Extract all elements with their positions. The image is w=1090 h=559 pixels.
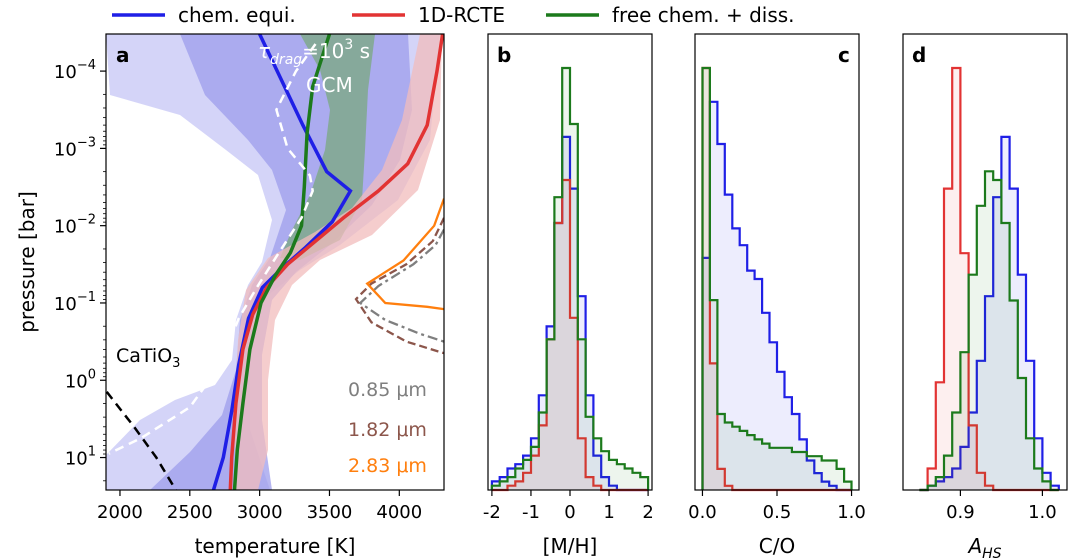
panel-d: d 0.9 1.0 AHS [902, 33, 1068, 559]
gcm-annotation: GCM [306, 73, 353, 97]
panel-d-histograms [919, 66, 1060, 492]
y-tick-label: 10−1 [54, 290, 96, 315]
panel-a-xlabel: temperature [K] [195, 534, 356, 558]
green-envelope [280, 34, 375, 260]
contribution-283 [365, 198, 444, 311]
panel-b-label: b [497, 43, 511, 67]
y-tick-label: 101 [65, 445, 96, 470]
x-tick-label: 0 [564, 502, 575, 523]
x-tick-label: 2000 [97, 502, 143, 523]
x-tick-label: 1 [603, 502, 614, 523]
x-tick-label: 4000 [376, 502, 422, 523]
red-envelope [234, 34, 442, 490]
chem-equi-histogram [701, 100, 852, 492]
legend-label-chem-equi: chem. equi. [178, 3, 296, 27]
gcm-profile-line [108, 43, 317, 455]
catio3-condensation-line [106, 391, 177, 490]
panel-a-label: a [116, 43, 130, 67]
panel-c-histograms [701, 66, 853, 492]
panel-a-lines [106, 34, 444, 490]
contribution-085 [358, 228, 444, 343]
y-tick-label: 100 [65, 367, 96, 392]
x-tick-label: 2500 [167, 502, 213, 523]
x-tick-label: -2 [483, 502, 501, 523]
panel-c: c 0.0 0.5 1.0 C/O [688, 33, 866, 558]
rcte-histogram-fill [919, 68, 1059, 490]
legend-label-1d-rcte: 1D-RCTE [418, 3, 505, 27]
x-tick-label: 1.0 [1028, 502, 1057, 523]
panel-a-x-ticks: 2000 2500 3000 3500 4000 [97, 490, 422, 523]
panel-c-x-ticks: 0.0 0.5 1.0 [688, 490, 866, 523]
free-chem-line [232, 34, 332, 490]
panel-b-x-ticks: -2 -1 0 1 2 [483, 490, 654, 523]
panel-a: a τdrag=103 s GCM CaTiO3 0.85 μm 1.82 μm… [15, 33, 445, 558]
x-tick-label: 2 [642, 502, 653, 523]
panel-c-label: c [838, 43, 850, 67]
x-tick-label: -1 [522, 502, 540, 523]
chem-equi-histogram [919, 135, 1060, 492]
panel-d-label: d [912, 43, 926, 67]
panel-a-y-ticks: 10−4 10−3 10−2 10−1 100 101 [54, 58, 106, 482]
rcte-line [228, 34, 444, 490]
free-chem-histogram [490, 66, 650, 490]
free-chem-histogram-fill [919, 171, 1059, 491]
chem-equi-histogram-fill [919, 136, 1059, 490]
y-tick-label: 10−3 [54, 135, 96, 160]
x-tick-label: 0.9 [946, 502, 975, 523]
free-chem-histogram [701, 66, 853, 490]
panel-a-ylabel: pressure [bar] [15, 191, 39, 333]
panel-b-histograms [490, 66, 650, 492]
free-chem-histogram-fill [702, 68, 852, 490]
panel-a-frame [105, 33, 445, 491]
x-tick-label: 1.0 [837, 502, 866, 523]
rcte-histogram-fill [491, 180, 649, 490]
wavelength-label-283: 2.83 μm [348, 455, 427, 477]
panel-b-xlabel: [M/H] [543, 534, 598, 558]
free-chem-histogram-fill [491, 68, 649, 490]
panel-a-plot-area [106, 34, 444, 490]
y-tick-label: 10−4 [54, 58, 96, 83]
panel-d-frame [902, 33, 1068, 491]
x-tick-label: 3500 [307, 502, 353, 523]
wavelength-label-182: 1.82 μm [348, 419, 427, 441]
y-tick-label: 10−2 [54, 213, 96, 238]
panel-c-xlabel: C/O [759, 534, 795, 558]
free-chem-histogram [919, 170, 1059, 492]
catio3-annotation: CaTiO3 [116, 345, 180, 371]
legend-label-free-chem: free chem. + diss. [612, 3, 795, 27]
contribution-182 [354, 217, 444, 355]
gcm-tau-annotation: τdrag=103 s [258, 37, 370, 68]
chem-equi-histogram-fill [702, 101, 852, 491]
panel-b: b -2 -1 0 1 2 [M/H] [483, 33, 654, 558]
x-tick-label: 3000 [237, 502, 283, 523]
x-tick-label: 0.5 [763, 502, 792, 523]
panel-d-x-ticks: 0.9 1.0 [946, 490, 1057, 523]
x-tick-label: 0.0 [688, 502, 717, 523]
legend: chem. equi. 1D-RCTE free chem. + diss. [112, 3, 795, 27]
panel-d-xlabel: AHS [966, 534, 1001, 559]
wavelength-label-085: 0.85 μm [348, 379, 427, 401]
